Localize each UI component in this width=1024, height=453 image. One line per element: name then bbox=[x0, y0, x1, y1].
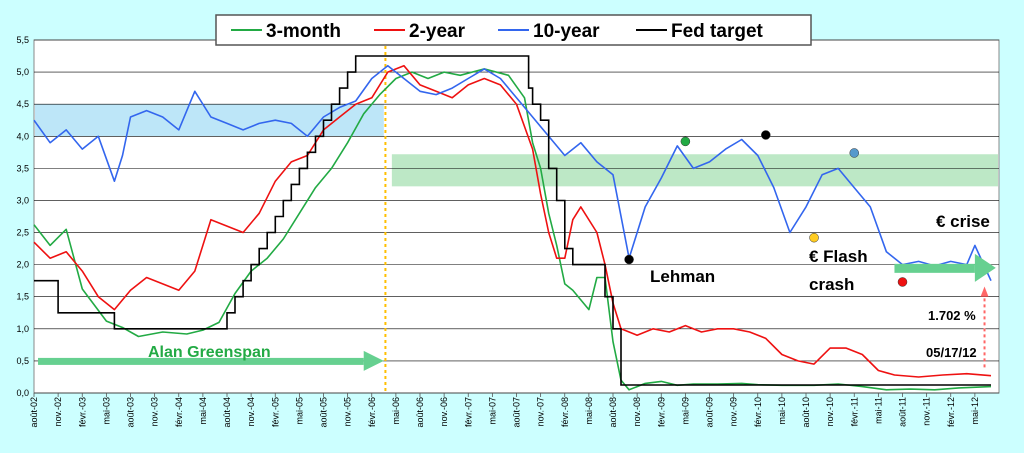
x-tick-label: août-10 bbox=[801, 397, 811, 428]
x-tick-label: août-07 bbox=[512, 397, 522, 428]
legend-label-3month: 3-month bbox=[266, 21, 341, 42]
legend-label-fed-target: Fed target bbox=[671, 21, 764, 42]
annotation-arrows bbox=[38, 253, 996, 371]
x-tick-label: mai-11 bbox=[873, 397, 883, 424]
x-tick-label: août-05 bbox=[319, 397, 329, 428]
y-tick-label: 1,5 bbox=[16, 292, 29, 302]
series-line-10year bbox=[33, 64, 992, 282]
y-tick-label: 2,5 bbox=[16, 228, 29, 238]
y-tick-label: 2,0 bbox=[16, 260, 29, 270]
x-tick-labels: août-02 nov.-02 févr.-03 mai-03 août-03 nov.-… bbox=[29, 393, 980, 428]
x-tick-label: févr.-03 bbox=[77, 397, 87, 427]
y-tick-label: 1,0 bbox=[16, 324, 29, 334]
annotation-date: 05/17/12 bbox=[926, 345, 977, 360]
plot-area bbox=[33, 39, 1000, 394]
event-dot bbox=[809, 232, 819, 243]
y-tick-label: 3,5 bbox=[16, 163, 29, 173]
x-tick-label: août-09 bbox=[705, 397, 715, 428]
x-tick-label: août-04 bbox=[222, 397, 232, 428]
x-tick-label: nov.-11 bbox=[922, 397, 932, 426]
x-tick-label: août-06 bbox=[415, 397, 425, 428]
x-tick-label: nov.-05 bbox=[343, 397, 353, 426]
annotation-flash-line2: crash bbox=[809, 275, 854, 294]
annotation-lehman: Lehman bbox=[650, 267, 715, 286]
x-tick-label: mai-06 bbox=[391, 397, 401, 425]
x-tick-label: nov.-09 bbox=[729, 397, 739, 426]
band-green bbox=[391, 154, 999, 187]
event-dot bbox=[680, 136, 691, 147]
y-tick-label: 4,5 bbox=[16, 99, 29, 109]
x-tick-label: août-03 bbox=[126, 397, 136, 428]
x-tick-label: févr.-08 bbox=[560, 397, 570, 427]
x-tick-label: mai-03 bbox=[101, 397, 111, 425]
event-dots bbox=[624, 130, 908, 287]
annotation-percent: 1.702 % bbox=[928, 308, 976, 323]
x-tick-label: mai-07 bbox=[487, 397, 497, 425]
y-tick-label: 5,5 bbox=[16, 35, 29, 45]
x-tick-label: mai-04 bbox=[198, 397, 208, 425]
legend-label-2year: 2-year bbox=[409, 21, 466, 42]
annotation-greenspan: Alan Greenspan bbox=[148, 344, 271, 361]
x-tick-label: août-08 bbox=[608, 397, 618, 428]
y-tick-label: 0,5 bbox=[16, 356, 29, 366]
x-tick-label: nov.-06 bbox=[439, 397, 449, 426]
event-dot bbox=[624, 254, 634, 265]
y-tick-label: 4,0 bbox=[16, 131, 29, 141]
x-tick-label: févr.-12 bbox=[946, 397, 956, 427]
pct-arrow-head bbox=[980, 286, 989, 297]
x-tick-label: nov.-02 bbox=[53, 397, 63, 426]
x-tick-label: nov.-03 bbox=[150, 397, 160, 426]
x-tick-label: mai-05 bbox=[294, 397, 304, 425]
x-tick-label: nov.-07 bbox=[536, 397, 546, 426]
annotation-flash-line1: € Flash bbox=[809, 247, 868, 266]
event-dot bbox=[849, 148, 859, 158]
legend: 3-month 2-year 10-year Fed target bbox=[215, 14, 812, 46]
x-tick-label: mai-08 bbox=[584, 397, 594, 425]
y-tick-label: 5,0 bbox=[16, 67, 29, 77]
legend-label-10year: 10-year bbox=[533, 21, 600, 42]
x-tick-label: mai-09 bbox=[680, 397, 690, 425]
x-tick-label: févr.-11 bbox=[849, 397, 859, 426]
x-tick-label: févr.-10 bbox=[753, 397, 763, 427]
x-tick-label: nov.-10 bbox=[825, 397, 835, 426]
x-tick-label: nov.-08 bbox=[632, 397, 642, 426]
event-dot bbox=[897, 277, 908, 287]
event-dot bbox=[761, 130, 771, 140]
x-tick-label: mai-10 bbox=[777, 397, 787, 425]
series-lines bbox=[33, 55, 992, 391]
y-tick-label: 3,0 bbox=[16, 195, 29, 205]
x-tick-label: févr.-05 bbox=[270, 397, 280, 427]
x-tick-label: févr.-07 bbox=[463, 397, 473, 427]
x-tick-label: févr.-04 bbox=[174, 397, 184, 427]
crise-arrow-shaft bbox=[894, 263, 975, 273]
x-tick-label: nov.-04 bbox=[246, 397, 256, 426]
x-tick-label: févr.-09 bbox=[656, 397, 666, 427]
greenspan-arrow-shaft bbox=[38, 357, 364, 365]
series-line-2year bbox=[33, 64, 992, 378]
annotation-crise: € crise bbox=[936, 212, 990, 231]
x-tick-label: mai-12 bbox=[970, 397, 980, 425]
x-tick-label: août-02 bbox=[29, 397, 39, 428]
x-tick-label: févr.-06 bbox=[367, 397, 377, 427]
crise-arrow-head bbox=[974, 253, 996, 282]
series-line-fed-target bbox=[34, 55, 991, 386]
greenspan-arrow-head bbox=[363, 350, 384, 371]
y-tick-labels: 0,0 0,5 1,0 1,5 2,0 2,5 3,0 3,5 4,0 4,5 5,0 5,5 bbox=[16, 35, 29, 398]
x-tick-label: août-11 bbox=[898, 397, 908, 427]
y-tick-label: 0,0 bbox=[16, 388, 29, 398]
